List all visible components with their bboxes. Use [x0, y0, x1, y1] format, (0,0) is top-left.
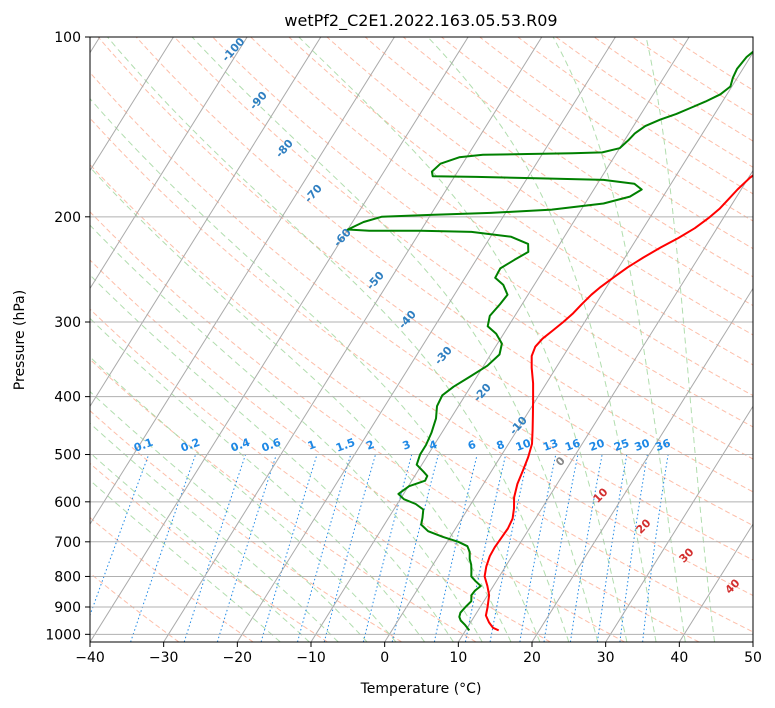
- x-tick-label: 40: [670, 650, 688, 666]
- y-tick-label: 700: [54, 535, 81, 551]
- mixing-ratio-label: 0.6: [260, 436, 283, 455]
- x-tick-label: 0: [380, 650, 389, 666]
- mixing-ratio-label: 6: [466, 438, 478, 453]
- x-tick-label: −10: [296, 650, 326, 666]
- dry-adiabat: [90, 462, 328, 642]
- isotherm-line: [384, 51, 753, 642]
- y-axis-label: Pressure (hPa): [12, 290, 28, 390]
- x-tick-label: 50: [744, 650, 762, 666]
- x-tick-label: 30: [597, 650, 615, 666]
- moist-adiabat: [552, 37, 686, 642]
- moist-adiabat: [298, 37, 628, 642]
- dry-adiabat: [90, 163, 753, 633]
- axes-layer: −40 −30 −20 −10 0 10 20 30 40 5010020030040050060…: [45, 30, 762, 666]
- y-tick-label: 600: [54, 495, 81, 511]
- x-tick-label: 10: [449, 650, 467, 666]
- isotherm-line: [531, 287, 753, 642]
- moist-adiabat: [427, 37, 657, 642]
- reference-labels-layer: 0.1 0.2 0.4 0.6 1 1.5 2 3 4 6 8 10 13 16 20 25 30 36-100-…: [132, 37, 743, 597]
- isotherm-line: [236, 37, 616, 642]
- moist-adiabat: [90, 97, 541, 642]
- moist-adiabat: [107, 37, 570, 642]
- isotherm-line: [163, 37, 543, 642]
- x-tick-label: −20: [223, 650, 253, 666]
- moist-adiabat: [90, 317, 426, 642]
- mixing-ratio-line: [260, 454, 318, 642]
- y-tick-label: 900: [54, 600, 81, 616]
- dry-adiabat: [97, 37, 753, 527]
- dry-adiabat: [326, 37, 753, 336]
- mixing-ratio-label: 20: [588, 436, 607, 454]
- isotherm-line: [90, 37, 248, 290]
- dry-adiabat: [250, 37, 753, 397]
- mixing-ratio-line: [323, 454, 376, 642]
- dry-adiabat: [90, 308, 551, 642]
- profiles-layer: [346, 50, 753, 632]
- x-axis-label: Temperature (°C): [360, 681, 482, 697]
- moist-adiabat: [90, 166, 512, 642]
- isotherm-line: [457, 169, 753, 642]
- y-tick-label: 1000: [45, 627, 81, 643]
- y-tick-label: 500: [54, 448, 81, 464]
- x-tick-label: 20: [523, 650, 541, 666]
- y-tick-label: 100: [54, 30, 81, 46]
- mixing-ratio-label: 30: [633, 436, 652, 454]
- moist-adiabat: [90, 422, 339, 642]
- mixing-ratio-line: [183, 454, 246, 642]
- chart-title: wetPf2_C2E1.2022.163.05.53.R09: [284, 11, 557, 31]
- isotherm-line: [90, 37, 174, 172]
- isotherm-line: [605, 405, 753, 642]
- mixing-ratio-label: 10: [514, 436, 533, 454]
- mixing-ratio-line: [464, 454, 507, 642]
- reference-lines-layer: [90, 37, 753, 642]
- mixing-ratio-line: [130, 454, 197, 642]
- moist-adiabat: [645, 37, 715, 642]
- dry-adiabat: [135, 37, 753, 493]
- mixing-ratio-label: 1.5: [334, 436, 357, 455]
- mixing-ratio-label: 16: [563, 436, 582, 454]
- isotherm-line: [90, 37, 322, 408]
- mixing-ratio-label: 0.4: [229, 436, 252, 455]
- dry-adiabat: [90, 358, 477, 642]
- moist-adiabat: [90, 479, 281, 642]
- dry-adiabat: [90, 71, 753, 561]
- dry-adiabat: [90, 117, 753, 597]
- moist-adiabat: [191, 37, 599, 642]
- mixing-ratio-label: 36: [653, 436, 672, 454]
- y-tick-label: 300: [54, 315, 81, 331]
- moist-adiabat: [90, 274, 454, 642]
- mixing-ratio-label: 25: [612, 437, 631, 454]
- moist-adiabat: [90, 390, 368, 642]
- mixing-ratio-line: [216, 454, 277, 642]
- dry-adiabat: [90, 211, 700, 642]
- grid-layer: [90, 37, 753, 642]
- x-tick-label: −40: [75, 650, 105, 666]
- dry-adiabat: [174, 37, 753, 460]
- mixing-ratio-label: 2: [365, 438, 377, 453]
- mixing-ratio-line: [489, 454, 529, 642]
- mixing-ratio-label: 0.2: [179, 436, 202, 455]
- mixing-ratio-line: [297, 454, 352, 642]
- y-tick-label: 400: [54, 390, 81, 406]
- moist-adiabat: [90, 224, 483, 642]
- plot-frame: [89, 36, 754, 643]
- mixing-ratio-line: [433, 454, 478, 642]
- x-tick-label: −30: [149, 650, 179, 666]
- mixing-ratio-label: 1: [306, 438, 318, 453]
- mixing-ratio-label: 4: [427, 438, 439, 453]
- y-tick-label: 200: [54, 210, 81, 226]
- mixing-ratio-label: 3: [401, 438, 413, 453]
- isotherm-line: [678, 523, 753, 642]
- isotherm-line: [90, 37, 469, 642]
- mixing-ratio-line: [391, 454, 439, 642]
- temperature-profile-line: [483, 174, 753, 632]
- dry-adiabat: [90, 516, 254, 642]
- mixing-ratio-label: 0.1: [132, 436, 155, 455]
- isotherm-line: [90, 37, 395, 526]
- mixing-ratio-label: 8: [495, 438, 507, 453]
- dewpoint-profile-line: [346, 50, 753, 632]
- y-tick-label: 800: [54, 569, 81, 585]
- mixing-ratio-label: 13: [541, 437, 560, 454]
